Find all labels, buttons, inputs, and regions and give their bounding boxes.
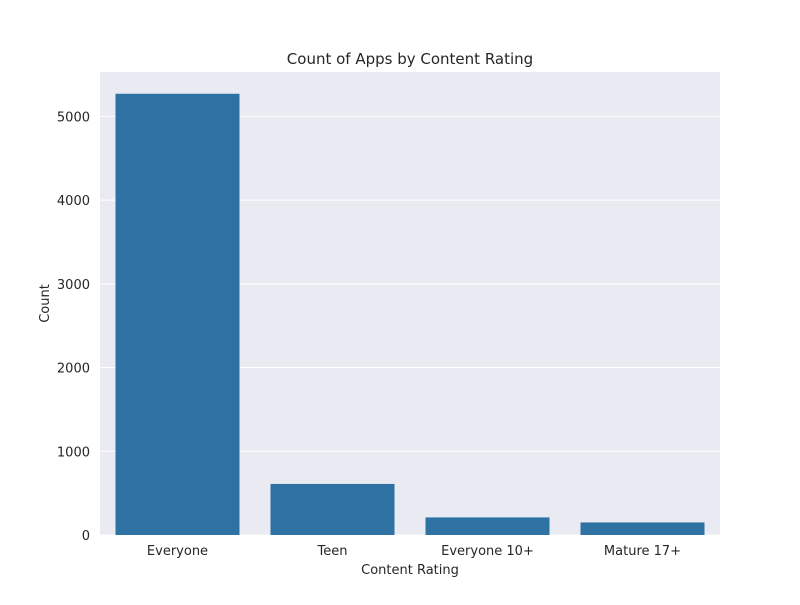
y-tick-label: 3000 [57,278,90,293]
bar [115,93,240,536]
bars [115,93,705,536]
x-tick-label: Everyone 10+ [441,544,534,559]
bar [270,483,395,535]
y-tick-label: 0 [82,529,90,544]
x-tick-label: Mature 17+ [604,544,681,559]
y-tick-label: 1000 [57,445,90,460]
x-tick-label: Everyone [147,544,208,559]
x-tick-label: Teen [317,544,348,559]
bar [425,517,550,535]
y-tick-label: 5000 [57,110,90,125]
x-tick-labels: Everyone Teen Everyone 10+ Mature 17+ [147,544,681,559]
y-tick-labels: 0 1000 2000 3000 4000 5000 [57,110,90,544]
y-tick-label: 2000 [57,362,90,377]
chart-title: Count of Apps by Content Rating [287,50,533,68]
bar [580,522,705,535]
y-tick-label: 4000 [57,194,90,209]
x-axis-label: Content Rating [361,563,459,578]
y-axis-label: Count [38,284,53,323]
